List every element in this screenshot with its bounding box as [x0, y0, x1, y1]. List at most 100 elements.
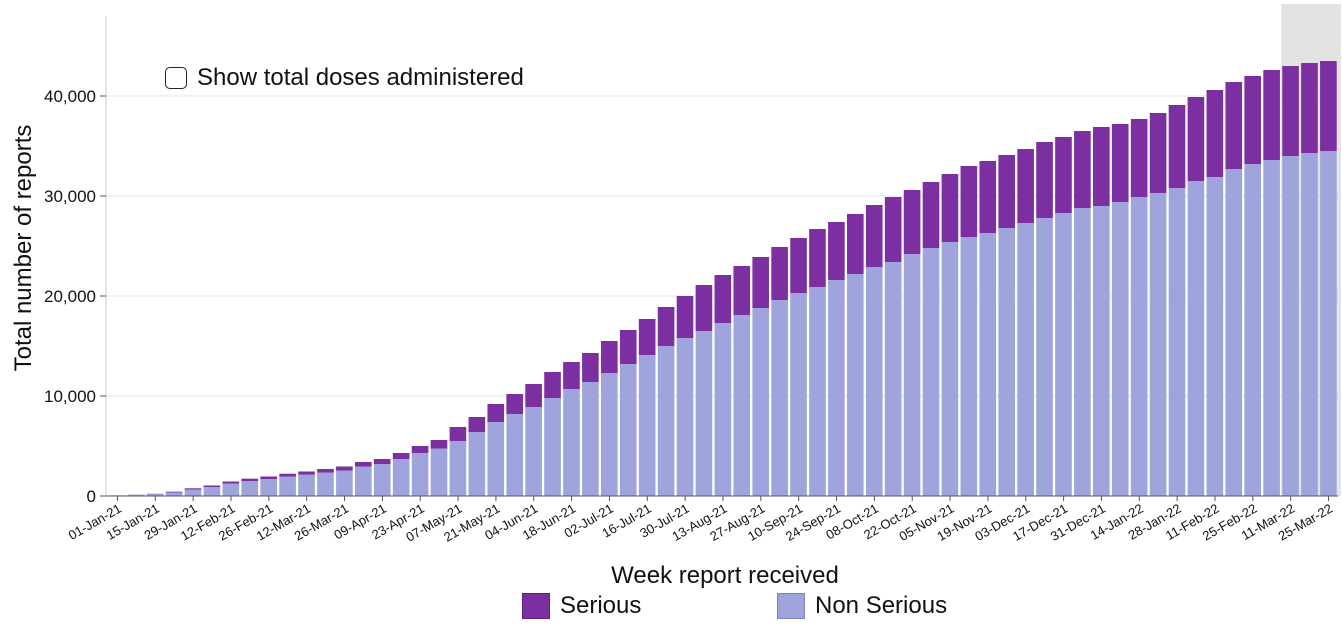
bar-non-serious[interactable] — [865, 267, 883, 496]
bar-non-serious[interactable] — [714, 323, 732, 496]
bar-non-serious[interactable] — [165, 492, 183, 497]
bar-group[interactable] — [355, 462, 372, 496]
bar-non-serious[interactable] — [1036, 218, 1053, 496]
bar-non-serious[interactable] — [941, 242, 959, 496]
bar-serious[interactable] — [525, 384, 542, 407]
bar-non-serious[interactable] — [1017, 223, 1034, 496]
bar-serious[interactable] — [1244, 76, 1262, 164]
bar-group[interactable] — [1263, 70, 1280, 496]
bar-serious[interactable] — [298, 471, 315, 475]
bar-serious[interactable] — [582, 353, 599, 382]
bar-serious[interactable] — [1017, 149, 1034, 223]
bar-serious[interactable] — [222, 481, 240, 484]
bar-non-serious[interactable] — [203, 487, 221, 496]
bar-group[interactable] — [411, 446, 429, 496]
bar-group[interactable] — [1111, 124, 1129, 496]
bar-group[interactable] — [1149, 113, 1167, 496]
bar-non-serious[interactable] — [184, 489, 202, 497]
bar-non-serious[interactable] — [1206, 177, 1224, 496]
bar-serious[interactable] — [828, 222, 845, 280]
bar-group[interactable] — [1055, 137, 1072, 496]
bar-non-serious[interactable] — [449, 441, 467, 496]
bar-group[interactable] — [506, 394, 524, 496]
bar-serious[interactable] — [733, 266, 751, 315]
bar-non-serious[interactable] — [828, 280, 845, 496]
bar-non-serious[interactable] — [998, 228, 1016, 496]
bar-serious[interactable] — [922, 182, 940, 248]
bar-group[interactable] — [601, 341, 618, 496]
bar-serious[interactable] — [373, 459, 391, 464]
bar-non-serious[interactable] — [1093, 206, 1110, 496]
bar-non-serious[interactable] — [619, 364, 637, 496]
bar-group[interactable] — [733, 266, 751, 496]
bar-group[interactable] — [941, 174, 959, 496]
bar-group[interactable] — [809, 229, 826, 496]
bar-non-serious[interactable] — [487, 422, 505, 496]
bar-group[interactable] — [430, 440, 448, 497]
bar-non-serious[interactable] — [903, 254, 921, 496]
bar-non-serious[interactable] — [1301, 153, 1318, 496]
bar-non-serious[interactable] — [1149, 193, 1167, 496]
bar-non-serious[interactable] — [468, 432, 486, 496]
bar-non-serious[interactable] — [222, 483, 240, 497]
bar-group[interactable] — [544, 372, 561, 496]
bar-serious[interactable] — [241, 478, 259, 481]
bar-group[interactable] — [922, 182, 940, 496]
legend-item-serious[interactable]: Serious — [522, 592, 641, 620]
bar-serious[interactable] — [752, 257, 770, 308]
bar-serious[interactable] — [355, 462, 372, 467]
bar-non-serious[interactable] — [298, 474, 315, 497]
bar-group[interactable] — [1017, 149, 1034, 496]
bar-non-serious[interactable] — [1111, 202, 1129, 496]
bar-non-serious[interactable] — [979, 233, 997, 496]
bar-serious[interactable] — [1130, 119, 1148, 197]
show-total-doses-toggle[interactable]: Show total doses administered — [165, 64, 524, 92]
bar-group[interactable] — [1036, 142, 1053, 496]
bar-group[interactable] — [317, 469, 334, 496]
bar-serious[interactable] — [1111, 124, 1129, 202]
bar-group[interactable] — [279, 473, 296, 496]
bar-group[interactable] — [884, 197, 902, 496]
bar-group[interactable] — [657, 307, 675, 496]
bar-non-serious[interactable] — [922, 248, 940, 496]
bar-non-serious[interactable] — [809, 287, 826, 496]
bar-serious[interactable] — [1320, 61, 1337, 151]
bar-non-serious[interactable] — [1282, 156, 1299, 496]
bar-group[interactable] — [1320, 61, 1337, 496]
bar-group[interactable] — [714, 275, 732, 496]
bar-non-serious[interactable] — [355, 466, 372, 497]
bar-non-serious[interactable] — [884, 262, 902, 496]
bar-non-serious[interactable] — [582, 382, 599, 496]
bar-serious[interactable] — [1282, 66, 1299, 156]
bar-serious[interactable] — [449, 427, 467, 441]
bar-non-serious[interactable] — [544, 398, 561, 496]
bar-non-serious[interactable] — [1074, 208, 1091, 496]
bar-group[interactable] — [487, 404, 505, 496]
bar-non-serious[interactable] — [790, 293, 807, 496]
bar-group[interactable] — [1206, 90, 1224, 496]
bar-group[interactable] — [582, 353, 599, 496]
bar-group[interactable] — [676, 296, 694, 496]
bar-group[interactable] — [241, 478, 259, 496]
bar-non-serious[interactable] — [733, 315, 751, 496]
bar-serious[interactable] — [1093, 127, 1110, 206]
bar-non-serious[interactable] — [771, 300, 788, 496]
bar-group[interactable] — [752, 257, 770, 496]
bar-serious[interactable] — [676, 296, 694, 338]
bar-serious[interactable] — [695, 285, 713, 331]
bar-group[interactable] — [1093, 127, 1110, 496]
bar-serious[interactable] — [714, 275, 732, 323]
bar-group[interactable] — [1074, 131, 1091, 496]
bar-serious[interactable] — [411, 446, 429, 453]
bar-serious[interactable] — [809, 229, 826, 287]
bar-non-serious[interactable] — [1130, 197, 1148, 496]
bar-non-serious[interactable] — [1225, 169, 1243, 496]
bar-group[interactable] — [1301, 63, 1318, 496]
bar-non-serious[interactable] — [1187, 181, 1205, 496]
bar-serious[interactable] — [1206, 90, 1224, 177]
bar-non-serious[interactable] — [752, 308, 770, 496]
bar-non-serious[interactable] — [430, 448, 448, 497]
bar-serious[interactable] — [619, 330, 637, 364]
bar-non-serious[interactable] — [1168, 188, 1186, 496]
bar-serious[interactable] — [468, 417, 486, 432]
